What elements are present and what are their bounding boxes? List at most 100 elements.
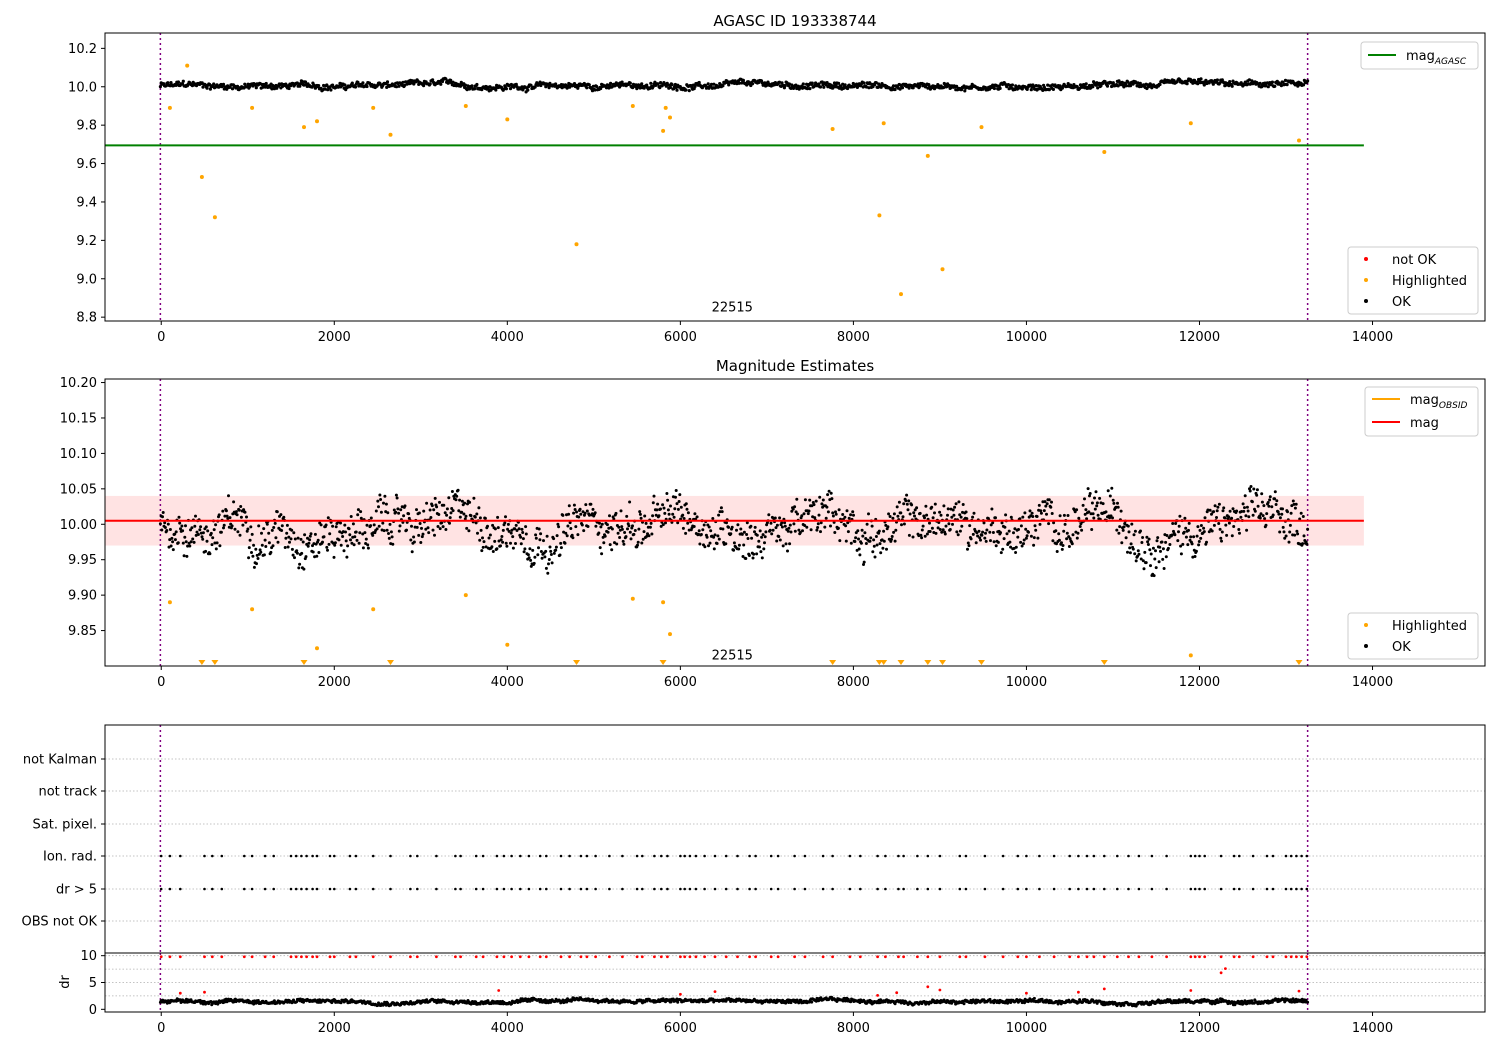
agasc-ok-point <box>1306 79 1310 83</box>
flag-point <box>1001 887 1005 891</box>
agasc-ok-point <box>706 82 710 86</box>
flag-point <box>1284 854 1288 858</box>
estimates-ok-point <box>1128 546 1132 550</box>
flag-point <box>294 854 298 858</box>
estimates-ok-point <box>1025 534 1029 538</box>
dr-ok-point <box>787 1001 791 1004</box>
estimates-ok-point <box>788 523 792 527</box>
estimates-ok-point <box>233 527 237 531</box>
flag-point <box>831 854 834 858</box>
flag-point <box>495 887 499 891</box>
flag-point <box>1085 887 1089 891</box>
agasc-ok-point <box>230 87 235 91</box>
estimates-ok-point <box>528 547 532 551</box>
flag-point <box>289 854 293 858</box>
estimates-ok-point <box>805 525 809 529</box>
estimates-ok-point <box>862 563 865 566</box>
dr-ok-point <box>843 999 847 1003</box>
dr-ok-point <box>201 1002 205 1006</box>
estimates-ok-point <box>1295 529 1299 533</box>
estimates-ok-point <box>504 515 507 519</box>
agasc-ok-point <box>1285 83 1289 87</box>
estimates-ok-point <box>1066 514 1070 517</box>
agasc-ok-point <box>181 79 185 83</box>
estimates-ok-point <box>1305 542 1309 546</box>
estimates-ok-point <box>1054 529 1058 533</box>
flag-point <box>1052 887 1056 891</box>
estimates-clipped-marker <box>387 660 395 665</box>
dr-ok-point <box>474 1000 478 1004</box>
flag-point <box>519 854 522 858</box>
flag-point <box>1165 887 1168 891</box>
estimates-ok-point <box>758 545 761 549</box>
estimates-ok-point <box>467 529 471 533</box>
estimates-ok-point <box>817 513 821 517</box>
flag-point <box>263 854 267 858</box>
estimates-ok-point <box>591 507 595 511</box>
flag-point <box>1265 854 1269 858</box>
estimates-ok-point <box>548 545 552 549</box>
estimates-ok-point <box>741 555 745 558</box>
estimates-ok-point <box>874 535 878 538</box>
estimates-highlighted-point <box>661 600 666 605</box>
estimates-ok-point <box>716 534 720 538</box>
estimates-ok-point <box>491 523 495 527</box>
flag-point <box>311 887 314 891</box>
estimates-ok-point <box>1049 505 1053 509</box>
flag-point <box>1001 854 1005 858</box>
agasc-ok-point <box>394 85 399 89</box>
estimates-ok-point <box>952 513 956 517</box>
dr-ok-point <box>1244 1000 1248 1003</box>
estimates-ok-point <box>891 516 895 520</box>
estimates-ok-point <box>1164 555 1168 559</box>
estimates-clipped-marker <box>300 660 308 665</box>
estimates-ok-point <box>444 528 448 531</box>
estimates-ok-point <box>464 514 468 518</box>
estimates-ok-point <box>303 533 307 537</box>
estimates-ok-point <box>709 529 713 533</box>
dr-ok-point <box>435 1001 439 1005</box>
dr-not-ok-point <box>250 955 254 959</box>
estimates-ok-point <box>234 510 238 514</box>
flag-point <box>876 887 879 891</box>
estimates-x-tick-label: 0 <box>157 675 165 690</box>
agasc-ok-point <box>810 81 814 85</box>
estimates-ok-point <box>902 522 906 526</box>
estimates-ok-point <box>1148 548 1152 552</box>
estimates-ok-point <box>659 507 662 511</box>
estimates-ok-point <box>1137 552 1141 556</box>
estimates-ok-point <box>1019 540 1023 544</box>
estimates-ok-point <box>1121 528 1125 532</box>
estimates-ok-point <box>341 535 345 538</box>
agasc-ok-point <box>697 80 701 85</box>
flag-point <box>748 854 751 858</box>
agasc-ok-point <box>1105 84 1110 88</box>
estimates-ok-point <box>531 548 535 552</box>
estimates-x-tick-label: 8000 <box>837 675 870 690</box>
estimates-ok-point <box>812 503 816 507</box>
estimates-ok-point <box>920 528 924 532</box>
estimates-ok-point <box>655 508 659 512</box>
agasc-ok-point <box>310 85 314 89</box>
agasc-ok-point <box>205 86 209 90</box>
flag-point <box>688 887 692 891</box>
estimates-ok-point <box>887 512 891 516</box>
estimates-ok-point <box>491 550 495 553</box>
dr-not-ok-point <box>210 955 214 959</box>
agasc-ok-point <box>787 82 792 86</box>
estimates-ok-point <box>938 510 942 514</box>
estimates-ok-point <box>543 555 547 559</box>
dr-not-ok-point <box>1001 955 1005 959</box>
estimates-ok-point <box>627 524 631 528</box>
estimates-ok-point <box>1164 540 1168 544</box>
estimates-ok-point <box>575 510 578 514</box>
estimates-ok-point <box>1078 525 1082 528</box>
estimates-ok-point <box>745 521 749 525</box>
estimates-ok-point <box>675 502 679 506</box>
agasc-ok-point <box>674 85 678 90</box>
agasc-y-tick-label: 9.8 <box>76 119 97 134</box>
estimates-ok-point <box>547 558 551 561</box>
agasc-ok-point <box>353 85 358 89</box>
estimates-ok-point <box>1208 508 1212 512</box>
estimates-ok-point <box>214 547 218 551</box>
